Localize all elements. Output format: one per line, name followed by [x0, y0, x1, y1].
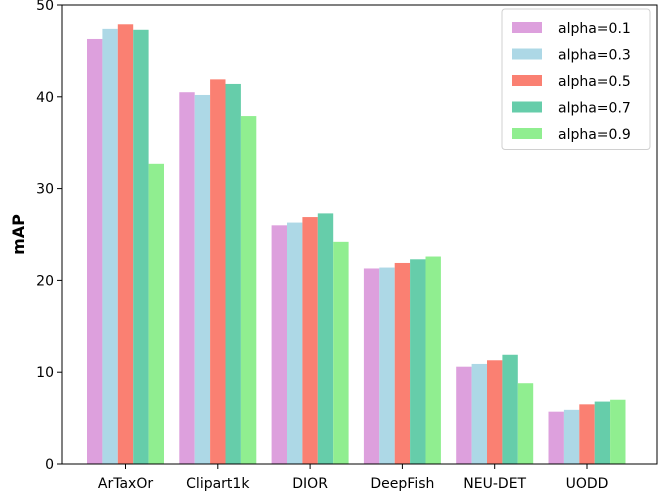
bar-neu-det-series-3	[487, 360, 503, 464]
legend: alpha=0.1 alpha=0.3 alpha=0.5 alpha=0.7 alph…	[501, 8, 651, 150]
x-tick-label: DIOR	[292, 476, 328, 492]
legend-swatch-series-1	[512, 22, 542, 33]
x-tick-label: DeepFish	[370, 476, 434, 492]
bar-neu-det-series-5	[517, 383, 534, 464]
x-tick-label: UODD	[566, 476, 609, 492]
bar-artaxor-series-2	[102, 28, 118, 465]
bar-artaxor-series-5	[148, 163, 164, 464]
bar-dior-series-5	[333, 241, 349, 464]
bar-clipart1k-series-4	[225, 83, 241, 464]
legend-label-series-1: alpha=0.1	[558, 21, 631, 37]
bar-clipart1k-series-3	[210, 79, 226, 465]
legend-swatch-series-2	[512, 48, 542, 60]
bar-neu-det-series-1	[456, 366, 472, 464]
legend-box	[501, 8, 651, 150]
bar-uodd-series-5	[610, 399, 626, 464]
bar-artaxor-series-4	[133, 29, 149, 464]
legend-label-series-3: alpha=0.5	[558, 74, 631, 90]
bar-uodd-series-3	[579, 404, 595, 464]
legend-swatch-series-4	[512, 101, 542, 113]
bar-deepfish-series-1	[363, 268, 380, 464]
x-tick-label: ArTaxOr	[98, 476, 153, 492]
bar-uodd-series-2	[563, 409, 580, 464]
y-tick-label: 20	[36, 273, 54, 289]
legend-label-series-2: alpha=0.3	[558, 48, 631, 64]
bar-artaxor-series-3	[117, 24, 134, 465]
bar-clipart1k-series-2	[194, 94, 211, 465]
bar-deepfish-series-4	[410, 259, 426, 464]
bar-deepfish-series-2	[379, 267, 395, 464]
y-tick-label: 50	[36, 0, 54, 14]
legend-swatch-series-3	[512, 75, 542, 86]
x-tick-label: Clipart1k	[186, 476, 250, 492]
y-tick-label: 10	[36, 365, 54, 381]
bar-clipart1k-series-5	[240, 116, 257, 464]
legend-label-series-5: alpha=0.9	[558, 127, 631, 143]
bar-dior-series-3	[302, 217, 318, 464]
bar-uodd-series-1	[548, 411, 564, 464]
bar-dior-series-4	[317, 213, 334, 464]
bar-uodd-series-4	[594, 401, 611, 464]
y-tick-label: 40	[36, 90, 54, 106]
axes-layer: 0 10 20 30 40 50 ArTaxOr Clipart1k DIOR DeepFish N…	[9, 0, 658, 492]
bar-artaxor-series-1	[87, 38, 103, 464]
bar-deepfish-series-3	[394, 262, 411, 464]
y-tick-label: 30	[36, 182, 54, 198]
legend-swatch-series-5	[512, 128, 542, 139]
bar-deepfish-series-5	[425, 256, 441, 464]
y-tick-label: 0	[45, 457, 54, 473]
bar-neu-det-series-2	[471, 363, 487, 464]
bar-dior-series-1	[271, 225, 287, 464]
y-axis-title: mAP	[9, 214, 28, 255]
bars-layer	[87, 24, 626, 465]
x-tick-label: NEU-DET	[463, 476, 526, 492]
bar-dior-series-2	[287, 222, 303, 464]
bar-clipart1k-series-1	[179, 92, 195, 465]
plot-frame	[61, 4, 658, 465]
bar-neu-det-series-4	[502, 354, 518, 464]
legend-label-series-4: alpha=0.7	[558, 101, 631, 117]
